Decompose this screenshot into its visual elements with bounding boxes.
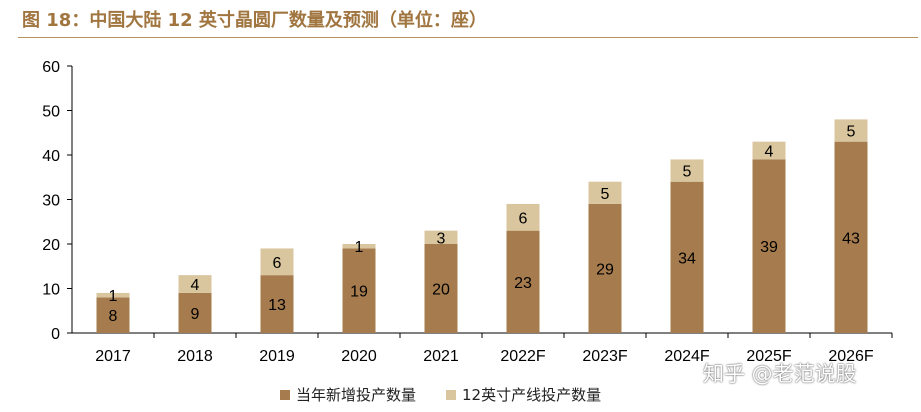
- bar-line-2026F: [834, 119, 868, 142]
- bar-new-2021: [424, 244, 458, 333]
- bar-line-2024F: [670, 159, 704, 182]
- x-tick-label-1: 2018: [177, 348, 213, 365]
- bar-new-2023F: [588, 203, 622, 333]
- y-tick-label-4: 40: [42, 148, 60, 165]
- watermark: 知乎 @老范说股: [703, 362, 857, 386]
- legend-item-line: 12英寸产线投产数量: [446, 384, 601, 405]
- data-label-new-2019: 13: [268, 297, 286, 314]
- y-tick-label-3: 30: [42, 193, 60, 210]
- data-label-new-2020: 19: [350, 284, 368, 301]
- x-tick-label-5: 2022F: [500, 348, 546, 365]
- x-tick-label-0: 2017: [95, 348, 131, 365]
- y-tick-label-2: 20: [42, 237, 60, 254]
- x-tick-label-6: 2023F: [582, 348, 628, 365]
- data-label-new-2021: 20: [432, 282, 450, 299]
- data-label-line-2019: 6: [273, 255, 282, 272]
- x-tick-label-3: 2020: [341, 348, 377, 365]
- y-tick-label-1: 10: [42, 282, 60, 299]
- data-label-new-2022F: 23: [514, 275, 532, 292]
- x-tick-label-7: 2024F: [664, 348, 710, 365]
- title-divider: [18, 37, 918, 38]
- bar-line-2018: [178, 275, 212, 293]
- bar-new-2019: [260, 275, 294, 333]
- data-label-line-2025F: 4: [765, 144, 774, 161]
- data-label-line-2021: 3: [437, 230, 446, 247]
- data-label-new-2017: 8: [109, 308, 118, 325]
- bar-new-2017: [96, 297, 130, 333]
- data-label-line-2022F: 6: [519, 210, 528, 227]
- data-label-new-2025F: 39: [760, 239, 778, 256]
- legend-label-new: 当年新增投产数量: [296, 386, 417, 404]
- data-label-new-2026F: 43: [842, 230, 860, 247]
- data-label-line-2024F: 5: [683, 164, 692, 181]
- bar-new-2018: [178, 292, 212, 333]
- x-tick-label-2: 2019: [259, 348, 295, 365]
- x-tick-label-8: 2025F: [746, 348, 792, 365]
- legend-label-line: 12英寸产线投产数量: [462, 386, 602, 404]
- legend: 当年新增投产数量 12英寸产线投产数量: [280, 384, 601, 405]
- y-tick-label-5: 50: [42, 104, 60, 121]
- data-label-line-2026F: 5: [847, 124, 856, 141]
- data-label-line-2018: 4: [191, 277, 200, 294]
- data-label-new-2023F: 29: [596, 261, 614, 278]
- x-tick-label-4: 2021: [423, 348, 459, 365]
- bar-new-2022F: [506, 230, 540, 333]
- legend-swatch-new: [280, 389, 290, 400]
- y-axis: 0 10 20 30 40 50 60: [42, 59, 73, 343]
- bar-new-2024F: [670, 181, 704, 333]
- x-tick-label-9: 2026F: [828, 348, 874, 365]
- bar-line-2021: [424, 230, 458, 244]
- data-label-line-2017: 1: [109, 288, 118, 305]
- chart-title: 图 18：中国大陆 12 英寸晶圆厂数量及预测（单位：座）: [22, 10, 487, 31]
- bar-new-2025F: [752, 159, 786, 333]
- bar-new-2020: [342, 248, 376, 333]
- bar-new-2026F: [834, 141, 868, 333]
- legend-swatch-line: [446, 389, 457, 400]
- y-tick-label-6: 60: [42, 59, 60, 76]
- data-label-new-2024F: 34: [678, 250, 696, 267]
- bar-line-2017: [96, 292, 130, 298]
- data-label-line-2023F: 5: [601, 186, 610, 203]
- legend-item-new: 当年新增投产数量: [280, 384, 416, 405]
- data-label-line-2020: 1: [355, 239, 364, 256]
- bar-line-2022F: [506, 203, 540, 231]
- bar-line-2019: [260, 248, 294, 276]
- bar-line-2020: [342, 244, 376, 249]
- bar-line-2023F: [588, 181, 622, 204]
- data-label-new-2018: 9: [191, 306, 200, 323]
- bar-line-2025F: [752, 141, 786, 160]
- y-tick-label-0: 0: [51, 326, 60, 343]
